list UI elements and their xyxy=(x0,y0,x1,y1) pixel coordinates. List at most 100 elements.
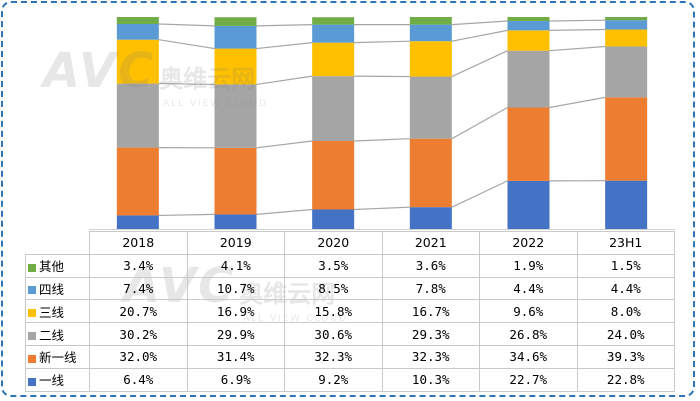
data-label: 15.8% xyxy=(284,299,383,324)
data-label: 10.3% xyxy=(381,367,480,392)
table-row: 四线 7.4% 10.7% 8.5% 7.8% 4.4% 4.4% xyxy=(25,276,675,301)
series-label: 二线 xyxy=(25,322,90,346)
table-corner-cell xyxy=(25,231,90,255)
series-line-2-3 xyxy=(354,138,410,142)
bar-segment-s4-2022 xyxy=(507,30,550,51)
data-label: 32.3% xyxy=(381,344,480,369)
series-label: 新一线 xyxy=(25,344,90,369)
data-label: 6.9% xyxy=(186,367,285,392)
category-label-2018: 2018 xyxy=(89,231,188,255)
data-label: 39.3% xyxy=(576,344,675,369)
bar-segment-s6-2022 xyxy=(507,17,550,22)
data-label: 30.2% xyxy=(89,322,188,346)
bar-segment-s6-23H1 xyxy=(605,17,648,21)
series-line-2-4 xyxy=(451,107,508,140)
series-line-1-1 xyxy=(158,213,215,217)
series-label: 三线 xyxy=(25,299,90,324)
category-label-23H1: 23H1 xyxy=(576,231,675,255)
data-label: 29.9% xyxy=(186,322,285,346)
bar-segment-s3-2022 xyxy=(507,50,550,108)
data-label: 1.5% xyxy=(576,253,675,278)
series-line-1-4 xyxy=(451,180,508,208)
category-label-2021: 2021 xyxy=(381,231,480,255)
bar-segment-s4-2021 xyxy=(409,41,452,77)
data-label: 22.8% xyxy=(576,367,675,392)
bar-segment-s5-23H1 xyxy=(605,20,648,30)
table-row: 一线 6.4% 6.9% 9.2% 10.3% 22.7% 22.8% xyxy=(25,367,675,392)
data-label: 7.4% xyxy=(89,276,188,301)
bar-segment-s2-2021 xyxy=(409,138,452,208)
series-line-1-3 xyxy=(354,206,410,211)
bar-segment-s6-2021 xyxy=(409,17,452,25)
legend-key xyxy=(28,286,36,295)
data-label: 32.3% xyxy=(284,344,383,369)
series-line-5-4 xyxy=(451,20,508,26)
series-line-4-5 xyxy=(549,28,606,31)
series-line-4-3 xyxy=(354,40,410,44)
data-label: 29.3% xyxy=(381,322,480,346)
data-label: 8.5% xyxy=(284,276,383,301)
bar-segment-s5-2021 xyxy=(409,24,452,42)
series-line-5-2 xyxy=(256,24,313,27)
legend-key xyxy=(28,309,36,318)
data-label: 10.7% xyxy=(186,276,285,301)
series-line-2-5 xyxy=(549,96,606,109)
series-line-2-2 xyxy=(256,140,313,149)
bar-segment-s1-23H1 xyxy=(605,180,648,229)
legend-key xyxy=(28,377,36,386)
data-label: 16.7% xyxy=(381,299,480,324)
bar-segment-s5-2018 xyxy=(116,23,159,40)
data-label: 3.4% xyxy=(89,253,188,278)
table-header-row: 2018 2019 2020 2021 2022 23H1 xyxy=(25,231,675,255)
data-label: 9.6% xyxy=(479,299,578,324)
data-label: 16.9% xyxy=(186,299,285,324)
chart-frame: AVC 奥维云网 ALL VIEW CLOUD AVC 奥维云网 ALL VIE… xyxy=(1,1,695,397)
bar-segment-s1-2018 xyxy=(116,215,159,229)
legend-key xyxy=(28,263,36,272)
series-line-4-1 xyxy=(158,39,215,50)
bar-segment-s2-23H1 xyxy=(605,97,648,181)
bar-segment-s2-2019 xyxy=(214,147,257,215)
bar-segment-s5-2020 xyxy=(312,24,355,43)
bar-segment-s1-2022 xyxy=(507,180,550,229)
data-label: 9.2% xyxy=(284,367,383,392)
bar-segment-s3-23H1 xyxy=(605,46,648,98)
data-label: 4.1% xyxy=(186,253,285,278)
data-label: 4.4% xyxy=(479,276,578,301)
data-label: 26.8% xyxy=(479,322,578,346)
category-label-2022: 2022 xyxy=(479,231,578,255)
bar-segment-s3-2018 xyxy=(116,83,159,148)
bar-segment-s5-2019 xyxy=(214,25,257,49)
legend-key xyxy=(28,354,36,363)
data-label: 1.9% xyxy=(479,253,578,278)
series-line-5-5 xyxy=(549,19,606,22)
data-label: 3.6% xyxy=(381,253,480,278)
series-line-3-4 xyxy=(451,50,508,78)
data-label: 8.0% xyxy=(576,299,675,324)
bar-segment-s5-2022 xyxy=(507,21,550,31)
data-label: 3.5% xyxy=(284,253,383,278)
series-label: 四线 xyxy=(25,276,90,301)
bar-segment-s1-2020 xyxy=(312,209,355,229)
bar-segment-s3-2021 xyxy=(409,76,452,139)
bar-segment-s2-2018 xyxy=(116,147,159,216)
bar-segment-s4-2020 xyxy=(312,42,355,77)
data-label: 22.7% xyxy=(479,367,578,392)
series-name: 二线 xyxy=(39,327,65,343)
bar-segment-s6-2020 xyxy=(312,17,355,25)
data-label: 34.6% xyxy=(479,344,578,369)
series-line-3-2 xyxy=(256,75,313,86)
bar-segment-s1-2019 xyxy=(214,214,257,229)
bar-segment-s3-2019 xyxy=(214,84,257,148)
table-row: 二线 30.2% 29.9% 30.6% 29.3% 26.8% 24.0% xyxy=(25,322,675,346)
series-line-3-5 xyxy=(549,45,606,52)
series-line-5-1 xyxy=(158,23,215,27)
data-label: 30.6% xyxy=(284,322,383,346)
bar-segment-s6-2018 xyxy=(116,17,159,24)
series-name: 四线 xyxy=(39,281,65,297)
series-line-4-4 xyxy=(451,29,508,42)
bar-segment-s4-23H1 xyxy=(605,29,648,47)
data-label: 31.4% xyxy=(186,344,285,369)
data-table: 2018 2019 2020 2021 2022 23H1 其他 3.4% 4.1% 3.5% 3… xyxy=(25,231,675,392)
data-label: 7.8% xyxy=(381,276,480,301)
